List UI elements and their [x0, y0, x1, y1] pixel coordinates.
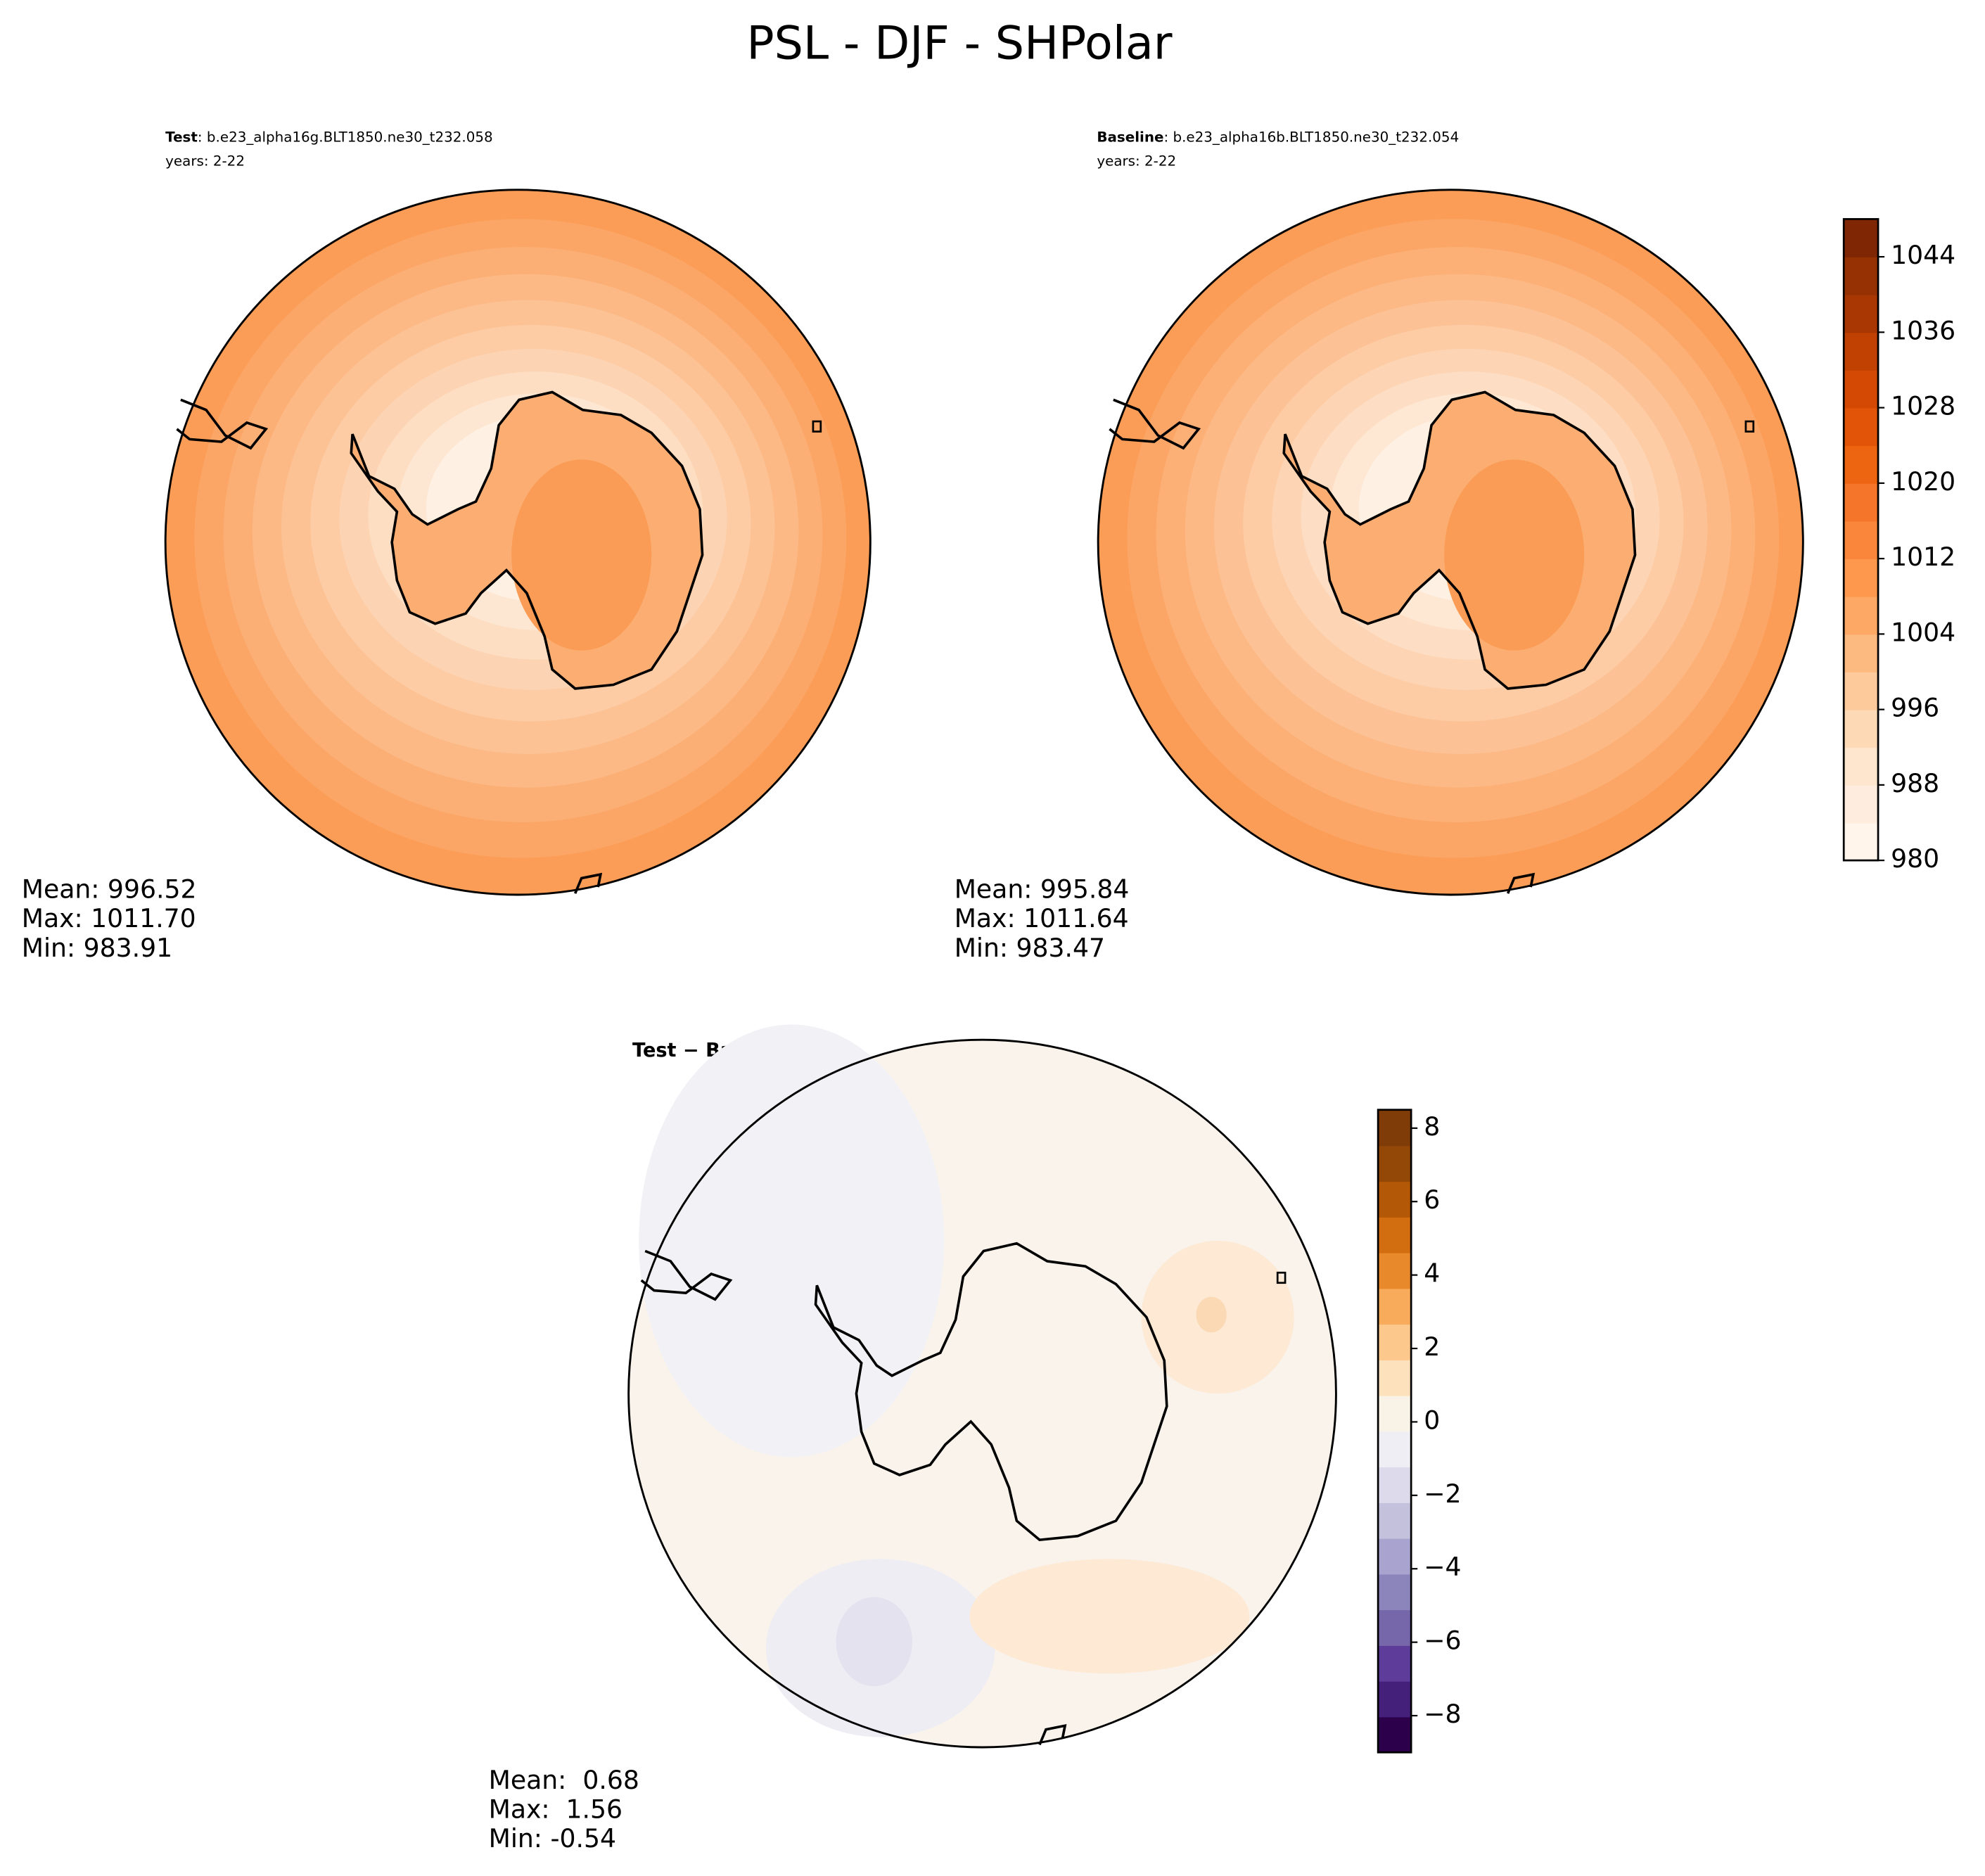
- colorbar-tick-label: 996: [1891, 693, 1939, 723]
- colorbar-band: [1378, 1574, 1412, 1611]
- colorbar-band: [1378, 1145, 1412, 1182]
- colorbar-band: [1844, 559, 1879, 597]
- colorbar-band: [1844, 257, 1879, 295]
- colorbar-band: [1844, 822, 1879, 862]
- colorbar-frame: [1842, 218, 1879, 862]
- colorbar-tick-label: −8: [1424, 1699, 1461, 1729]
- panel-title-text: : b.e23_alpha16g.BLT1850.ne30_t232.058: [198, 129, 493, 145]
- coastline: [350, 390, 704, 690]
- colorbar-band: [1844, 671, 1879, 710]
- colorbar-tick-label: 1036: [1891, 315, 1955, 345]
- colorbar-band: [1378, 1324, 1412, 1360]
- colorbar-tick-label: 0: [1424, 1405, 1440, 1435]
- colorbar-tick-label: 1012: [1891, 542, 1955, 572]
- colorbar-band: [1378, 1609, 1412, 1646]
- island: [812, 420, 822, 433]
- colorbar-band: [1378, 1502, 1412, 1539]
- stat-text: Max: 1011.70: [22, 903, 196, 933]
- colorbar-band: [1844, 407, 1879, 447]
- colorbar-tick-label: 980: [1891, 843, 1939, 874]
- colorbar-tick-label: 1020: [1891, 466, 1955, 497]
- coastline: [176, 398, 269, 450]
- panel-label: Baseline: [1097, 129, 1163, 145]
- colorbar-band: [1844, 709, 1879, 748]
- colorbar-band: [1378, 1645, 1412, 1682]
- coastline: [1038, 1723, 1067, 1746]
- colorbar-band: [1844, 483, 1879, 522]
- colorbar-tick-label: 1004: [1891, 617, 1955, 647]
- colorbar-band: [1844, 445, 1879, 484]
- panel-title-text: : b.e23_alpha16b.BLT1850.ne30_t232.054: [1163, 129, 1459, 145]
- island: [1744, 420, 1755, 433]
- colorbar-band: [1378, 1467, 1412, 1503]
- colorbar-band: [1378, 1431, 1412, 1468]
- panel-title: Test: b.e23_alpha16g.BLT1850.ne30_t232.0…: [165, 129, 492, 145]
- colorbar-band: [1844, 634, 1879, 672]
- stat-text: Min: 983.47: [955, 933, 1105, 963]
- stat-text: Min: -0.54: [489, 1823, 616, 1853]
- colorbar-band: [1378, 1716, 1412, 1754]
- colorbar-tick-label: −2: [1424, 1479, 1461, 1509]
- colorbar-band: [1844, 784, 1879, 824]
- coastline: [814, 1242, 1168, 1542]
- colorbar-tick-label: 1044: [1891, 240, 1955, 270]
- stat-text: Min: 983.91: [22, 933, 172, 963]
- colorbar-tick-label: −4: [1424, 1552, 1461, 1582]
- contour-band: [1196, 1296, 1227, 1333]
- coastline: [1506, 872, 1536, 894]
- stat-text: Mean: 0.68: [489, 1765, 639, 1795]
- contour-band: [836, 1597, 913, 1687]
- map-boundary: [627, 1038, 1337, 1749]
- stat-text: Max: 1011.64: [955, 903, 1129, 933]
- colorbar-band: [1378, 1181, 1412, 1218]
- land-field: [1444, 459, 1585, 651]
- colorbar-band: [1844, 369, 1879, 409]
- colorbar-tick-label: 8: [1424, 1111, 1440, 1142]
- colorbar-tick-label: 2: [1424, 1332, 1440, 1362]
- colorbar-band: [1378, 1395, 1412, 1432]
- coastline: [573, 872, 603, 894]
- colorbar-band: [1378, 1288, 1412, 1325]
- panel-subtitle: years: 2-22: [165, 153, 245, 170]
- figure-title: PSL - DJF - SHPolar: [746, 17, 1172, 70]
- island: [1276, 1271, 1287, 1284]
- coastline: [1282, 390, 1637, 690]
- contour-band: [639, 1024, 945, 1457]
- panel-title: Baseline: b.e23_alpha16b.BLT1850.ne30_t2…: [1097, 129, 1459, 145]
- colorbar-band: [1378, 1252, 1412, 1289]
- colorbar-band: [1844, 294, 1879, 333]
- map-boundary: [164, 189, 872, 896]
- colorbar-band: [1844, 332, 1879, 371]
- colorbar-tick-label: 988: [1891, 768, 1939, 798]
- map-boundary: [1097, 189, 1804, 896]
- colorbar-tick-label: 1028: [1891, 391, 1955, 421]
- colorbar-tick-label: −6: [1424, 1626, 1461, 1656]
- colorbar-band: [1844, 219, 1879, 257]
- colorbar-band: [1844, 596, 1879, 635]
- colorbar-band: [1378, 1109, 1412, 1147]
- contour-band: [969, 1559, 1250, 1674]
- coastline: [1109, 398, 1201, 450]
- colorbar-band: [1378, 1538, 1412, 1575]
- colorbar-tick-label: 4: [1424, 1258, 1440, 1289]
- colorbar-band: [1378, 1216, 1412, 1253]
- colorbar-band: [1378, 1680, 1412, 1718]
- stat-text: Mean: 996.52: [22, 874, 197, 905]
- colorbar-band: [1844, 747, 1879, 786]
- coastline: [640, 1249, 733, 1301]
- colorbar-band: [1844, 521, 1879, 560]
- panel-subtitle: years: 2-22: [1097, 153, 1176, 170]
- colorbar-band: [1378, 1359, 1412, 1396]
- land-field: [511, 459, 652, 651]
- panel-label: Test: [165, 129, 198, 145]
- colorbar-tick-label: 6: [1424, 1185, 1440, 1215]
- colorbar-frame: [1377, 1109, 1412, 1754]
- stat-text: Mean: 995.84: [955, 874, 1130, 905]
- stat-text: Max: 1.56: [489, 1794, 623, 1824]
